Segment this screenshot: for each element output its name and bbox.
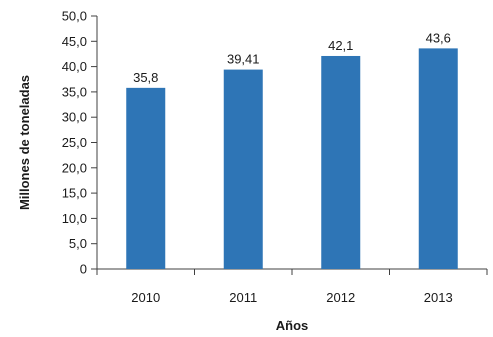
x-axis: 2010 2011 2012 2013	[96, 268, 488, 305]
y-tick-label: 25,0	[62, 135, 87, 150]
x-axis-title: Años	[276, 318, 309, 333]
data-label-2011: 39,41	[227, 52, 260, 67]
data-label-2010: 35,8	[133, 70, 158, 85]
bar-2013	[418, 48, 458, 269]
bar-2012	[321, 55, 361, 269]
y-tick-label: 5,0	[69, 236, 87, 251]
bars	[126, 48, 458, 270]
x-tick-label-2012: 2012	[326, 290, 355, 305]
y-tick-label: 30,0	[62, 110, 87, 125]
y-tick-label: 45,0	[62, 34, 87, 49]
y-tick-label: 20,0	[62, 160, 87, 175]
bar-2011	[223, 69, 263, 269]
data-label-2012: 42,1	[328, 38, 353, 53]
y-tick-label: 40,0	[62, 59, 87, 74]
y-axis: 0 5,0 10,0 15,0 20,0 25,0 30,0 35,0 40,0 45,0 50,0	[62, 9, 98, 277]
bar-2010	[126, 87, 166, 270]
x-tick-label-2013: 2013	[424, 290, 453, 305]
y-tick-label: 35,0	[62, 84, 87, 99]
y-axis-title: Millones de toneladas	[17, 75, 32, 210]
y-tick-label: 0	[80, 262, 87, 277]
data-label-2013: 43,6	[426, 30, 451, 45]
data-labels: 35,8 39,41 42,1 43,6	[133, 30, 451, 84]
x-tick-label-2010: 2010	[131, 290, 160, 305]
y-tick-label: 50,0	[62, 9, 87, 24]
y-tick-label: 10,0	[62, 211, 87, 226]
x-tick-label-2011: 2011	[229, 290, 257, 305]
y-tick-label: 15,0	[62, 186, 87, 201]
